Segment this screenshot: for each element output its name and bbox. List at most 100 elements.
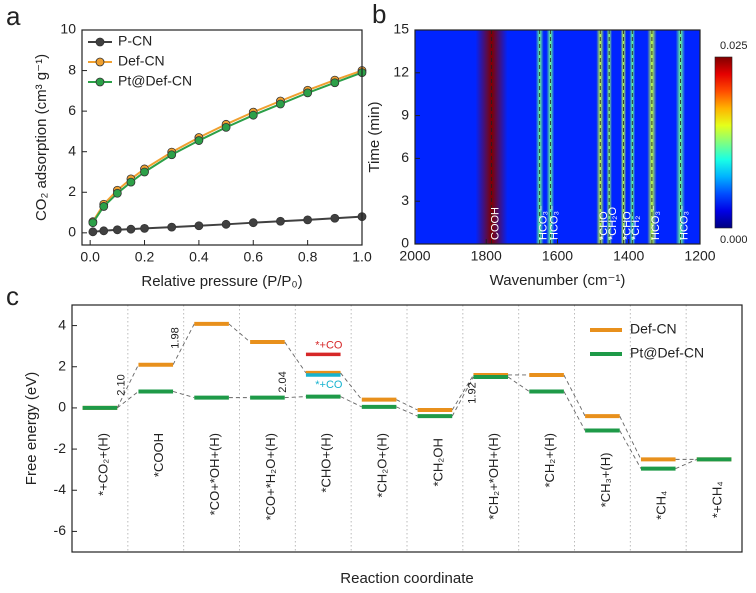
energy-annotation: 2.10 <box>116 374 128 395</box>
connector <box>563 374 586 417</box>
y-tick-label: 4 <box>58 316 66 332</box>
connector <box>619 415 642 460</box>
connector <box>172 391 195 399</box>
point <box>126 224 136 234</box>
y-axis-label: Free energy (eV) <box>23 372 40 485</box>
x-tick-label: *+CO₂+(H) <box>95 433 110 496</box>
point <box>330 78 340 88</box>
connector <box>284 341 307 374</box>
x-tick-label: *CO+*H₂O+(H) <box>263 433 278 520</box>
x-tick-label: 1400 <box>613 248 644 264</box>
x-tick-label: 0.0 <box>80 249 100 265</box>
legend-marker <box>95 37 105 47</box>
connector <box>340 396 362 408</box>
y-tick-label: 9 <box>401 106 409 122</box>
y-tick-label: 0 <box>58 399 66 415</box>
connector <box>507 376 530 392</box>
legend-label: Def-CN <box>118 53 165 69</box>
legend-label: Pt@Def-CN <box>118 73 192 89</box>
band-label: HCO₃⁻ <box>678 205 690 240</box>
colorbar <box>714 56 733 229</box>
connector <box>172 323 195 365</box>
connector <box>340 372 363 400</box>
y-tick-label: 10 <box>60 21 76 37</box>
x-axis-label: Relative pressure (P/P₀) <box>141 273 302 290</box>
x-tick-label: 0.8 <box>298 249 318 265</box>
x-tick-label: *CH₂+(H) <box>542 433 557 488</box>
point <box>167 150 177 160</box>
y-tick-label: 0 <box>68 224 76 240</box>
energy-annotation: 2.04 <box>277 371 289 392</box>
band-label: HCO₃⁻ <box>548 205 560 240</box>
point <box>99 202 109 211</box>
series-line <box>92 69 363 223</box>
x-axis-label: Reaction coordinate <box>340 570 473 587</box>
connector <box>228 323 251 343</box>
point <box>167 222 177 232</box>
x-tick-label: *COOH <box>151 433 166 477</box>
series-line <box>92 71 363 224</box>
extra-label: *+CO <box>315 379 343 391</box>
y-tick-label: -6 <box>54 522 67 538</box>
y-tick-label: 6 <box>68 102 76 118</box>
point <box>303 215 313 225</box>
connector <box>675 458 697 470</box>
point <box>126 177 136 187</box>
y-tick-label: -2 <box>54 440 67 456</box>
x-tick-label: 1.0 <box>352 249 372 265</box>
x-tick-label: *CH₂OH <box>430 438 445 486</box>
connector <box>116 391 139 409</box>
band-label: HCO₃⁻ <box>650 205 662 240</box>
point <box>248 218 258 228</box>
x-tick-label: *CH₂+*OH+(H) <box>486 433 501 520</box>
x-tick-label: *+CH₄ <box>710 481 725 518</box>
y-axis-label: Time (min) <box>366 101 383 172</box>
y-tick-label: 12 <box>393 64 409 80</box>
x-tick-label: 0.6 <box>244 249 264 265</box>
connector <box>396 399 418 411</box>
band-label: *CH₂O <box>607 207 619 240</box>
point <box>140 167 149 177</box>
legend-marker <box>95 57 105 67</box>
heatmap: COOH HCO₃⁻HCO₃⁻ *CHO*CH₂O *CHO*CH₂ HCO₃⁻ HCO₃… <box>415 30 700 244</box>
panel-label: c <box>6 281 19 311</box>
x-tick-label: *CHO+(H) <box>319 433 334 493</box>
point <box>194 221 204 231</box>
point <box>88 218 98 228</box>
connector <box>284 396 306 399</box>
plot-frame <box>71 304 743 553</box>
connector <box>451 376 474 417</box>
y-tick-label: -4 <box>54 481 67 497</box>
point <box>221 219 231 229</box>
x-tick-label: 1600 <box>542 248 573 264</box>
y-tick-label: 2 <box>68 183 76 199</box>
x-tick-label: *CH₄ <box>654 491 669 520</box>
y-tick-label: 4 <box>68 142 76 158</box>
x-tick-label: 0.4 <box>189 249 209 265</box>
point <box>99 226 109 236</box>
point <box>248 110 258 120</box>
x-tick-label: *CO+*OH+(H) <box>207 433 222 515</box>
plot-frame <box>81 29 363 246</box>
y-axis-label: CO₂ adsorption (cm³ g⁻¹) <box>33 54 50 221</box>
extra-label: *+CO <box>315 339 343 351</box>
energy-annotation: 1.92 <box>467 382 479 403</box>
panel-label: a <box>6 1 21 31</box>
x-tick-label: *CH₃+(H) <box>598 453 613 508</box>
x-tick-label: *CH₂O+(H) <box>375 433 390 498</box>
connector <box>116 364 139 409</box>
y-tick-label: 2 <box>58 357 66 373</box>
y-tick-label: 3 <box>401 192 409 208</box>
point <box>140 223 149 233</box>
x-tick-label: 1800 <box>471 248 502 264</box>
point <box>112 188 122 198</box>
legend-label: Def-CN <box>630 321 677 337</box>
colorbar-label: 0.025 <box>720 40 748 52</box>
x-tick-label: 0.2 <box>135 249 155 265</box>
point <box>194 136 204 145</box>
y-tick-label: 15 <box>393 21 409 37</box>
y-tick-label: 0 <box>401 235 409 251</box>
legend-label: P-CN <box>118 33 152 49</box>
